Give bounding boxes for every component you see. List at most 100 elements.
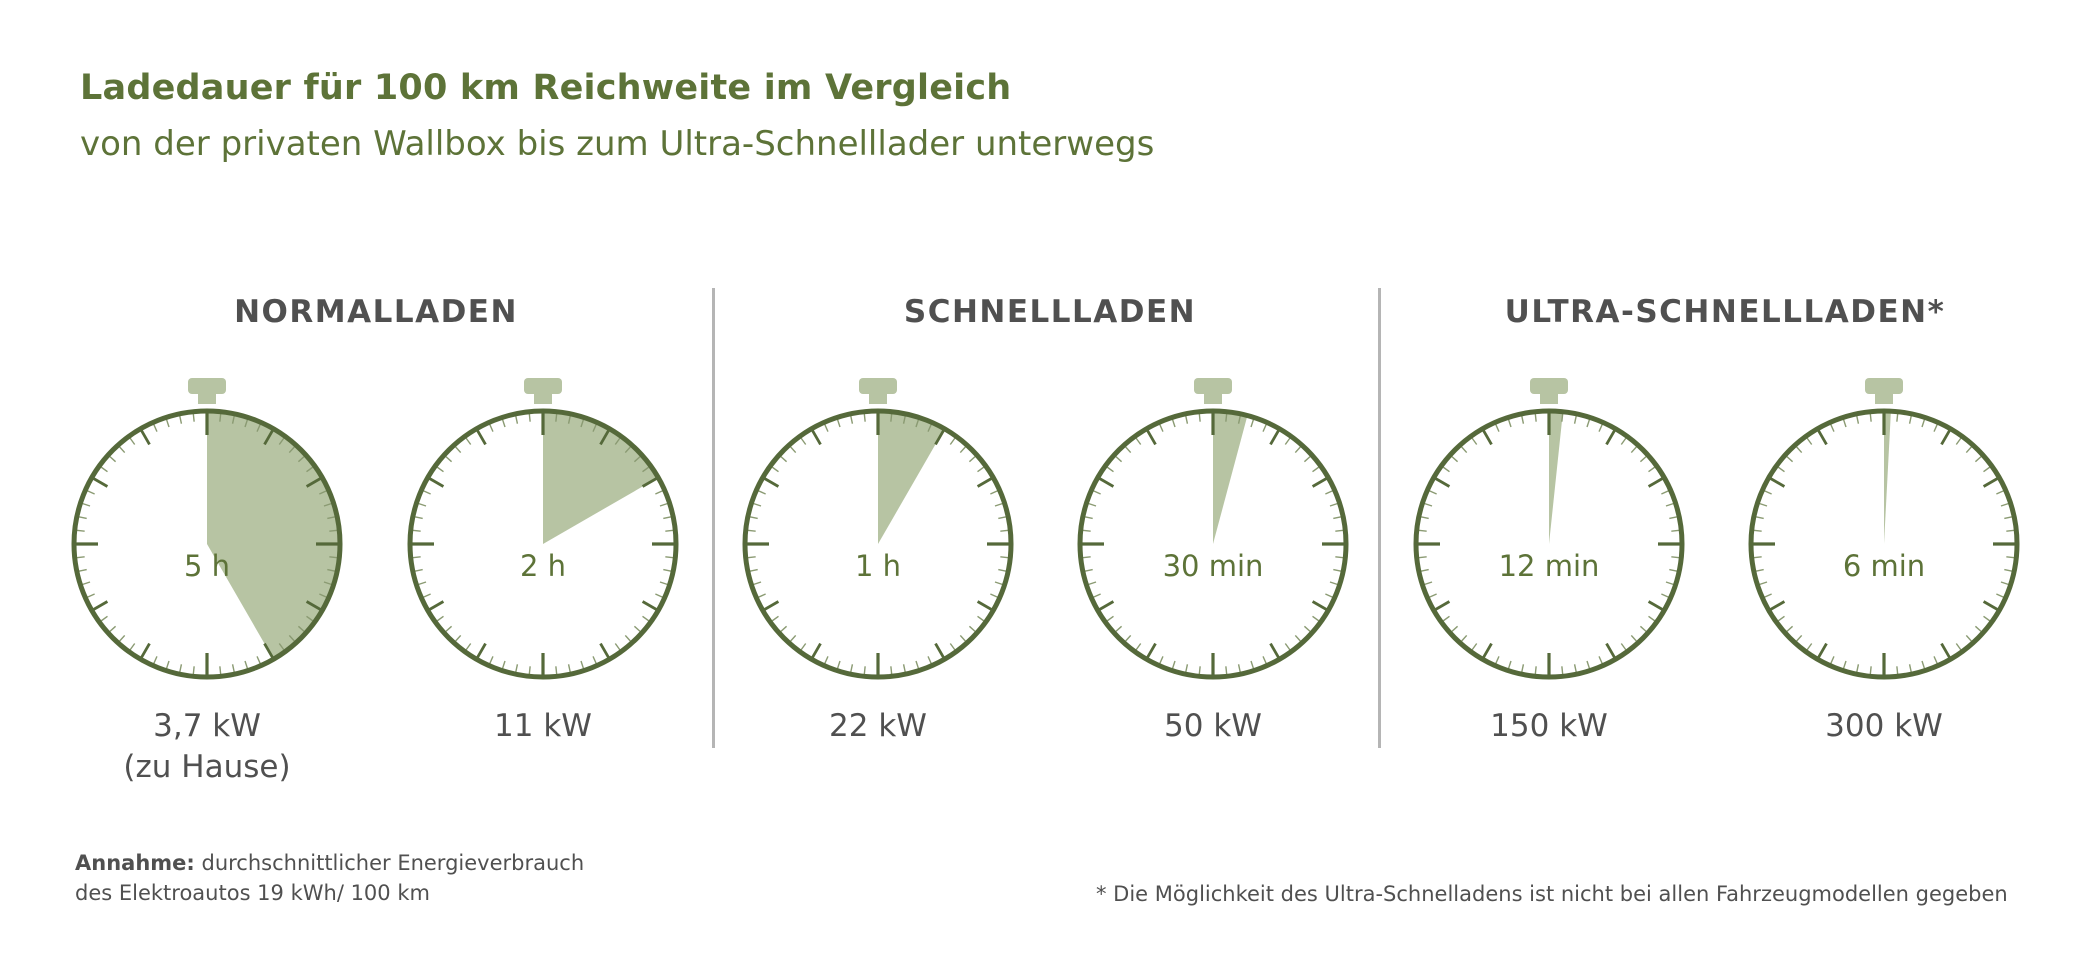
dial-tick xyxy=(436,466,444,473)
power-value: 3,7 kW xyxy=(153,708,261,744)
power-label-3-7kw: 3,7 kW (zu Hause) xyxy=(123,706,290,788)
dial-tick xyxy=(306,615,314,622)
dial-tick xyxy=(1507,419,1512,428)
dial-tick xyxy=(959,446,967,454)
dial-tick xyxy=(418,502,427,507)
dial-tick xyxy=(515,415,519,424)
dial-tick xyxy=(418,581,427,586)
dial-tick xyxy=(129,437,136,445)
dial-tick xyxy=(87,490,95,495)
dial-tick xyxy=(1965,446,1973,454)
dial-tick xyxy=(824,656,829,664)
dial-tick xyxy=(927,656,932,664)
stopwatch-button xyxy=(1530,378,1568,394)
dial-tick xyxy=(1429,490,1437,495)
dial-tick xyxy=(1755,568,1764,572)
dial-tick xyxy=(1471,643,1478,651)
dial-tick xyxy=(256,424,261,432)
dial-tick xyxy=(489,424,494,432)
dial-tick xyxy=(592,424,597,432)
stopwatch-button xyxy=(524,378,562,394)
dial-tick xyxy=(1786,455,1794,463)
dial-tick xyxy=(1098,477,1115,488)
duration-wedge xyxy=(1549,411,1563,544)
dial-tick xyxy=(902,415,906,424)
dial-tick xyxy=(927,424,932,432)
dial-tick xyxy=(659,502,668,507)
dial-tick xyxy=(1146,429,1157,446)
dial-tick xyxy=(665,529,674,532)
dial-tick xyxy=(1329,502,1338,507)
dial-tick xyxy=(231,415,235,424)
dial-tick xyxy=(836,419,841,428)
dial-tick xyxy=(445,625,453,633)
dial-tick xyxy=(1185,664,1189,673)
dial-tick xyxy=(1586,660,1591,669)
dial-tick xyxy=(758,593,766,598)
dial-tick xyxy=(297,625,305,633)
dial-tick xyxy=(1755,516,1764,520)
dial-tick xyxy=(1284,643,1291,651)
dial-tick xyxy=(82,502,91,507)
dial-tick xyxy=(1098,600,1115,611)
duration-wedge xyxy=(878,411,945,544)
dial-tick xyxy=(1420,516,1429,520)
dial-tick xyxy=(1940,642,1951,659)
dial-tick xyxy=(1671,556,1680,559)
dial-tick xyxy=(1669,516,1678,520)
stopwatch-1h: 1 h xyxy=(742,378,1014,680)
dial-tick xyxy=(580,419,585,428)
dial-tick xyxy=(1996,490,2004,495)
dial-tick xyxy=(949,643,956,651)
dial-tick xyxy=(1088,502,1097,507)
dial-tick xyxy=(934,429,945,446)
power-label-300kw: 300 kW xyxy=(1825,708,1943,744)
dial-tick xyxy=(1806,643,1813,651)
chart-title: Ladedauer für 100 km Reichweite im Vergl… xyxy=(80,68,1012,108)
dial-tick xyxy=(1795,634,1803,642)
dial-tick xyxy=(1294,446,1302,454)
dial-tick xyxy=(1661,490,1669,495)
dial-tick xyxy=(1312,615,1320,622)
dial-tick xyxy=(1777,466,1785,473)
dial-tick xyxy=(1896,413,1899,422)
dial-tick xyxy=(327,516,336,520)
dial-tick xyxy=(1661,593,1669,598)
power-label-50kw: 50 kW xyxy=(1164,708,1262,744)
dial-tick xyxy=(1534,413,1537,422)
dial-tick xyxy=(580,660,585,669)
dial-tick xyxy=(1753,556,1762,559)
duration-wedge xyxy=(207,411,341,660)
dial-tick xyxy=(753,581,762,586)
dial-tick xyxy=(1974,455,1982,463)
dial-tick xyxy=(129,643,136,651)
dial-tick xyxy=(1908,664,1912,673)
dial-tick xyxy=(1262,656,1267,664)
dial-tick xyxy=(1647,600,1664,611)
dial-tick xyxy=(118,634,126,642)
dial-tick xyxy=(2000,502,2009,507)
dial-tick xyxy=(1639,455,1647,463)
dial-tick xyxy=(780,625,788,633)
power-label-11kw: 11 kW xyxy=(494,708,592,744)
dial-tick xyxy=(1933,424,1938,432)
dial-tick xyxy=(1759,581,1768,586)
dial-tick xyxy=(555,666,558,675)
dial-tick xyxy=(1630,446,1638,454)
dial-tick xyxy=(153,424,158,432)
dial-tick xyxy=(244,419,249,428)
dial-tick xyxy=(1482,429,1493,446)
dial-tick xyxy=(1648,466,1656,473)
dial-tick xyxy=(753,502,762,507)
dial-tick xyxy=(1764,490,1772,495)
dial-tick xyxy=(428,600,445,611)
dial-tick xyxy=(263,429,274,446)
dial-tick xyxy=(2000,581,2009,586)
dial-tick xyxy=(1817,429,1828,446)
dial-tick xyxy=(1921,660,1926,669)
assumption-lead: Annahme: xyxy=(75,851,195,875)
dial-tick xyxy=(949,437,956,445)
dial-tick xyxy=(624,446,632,454)
time-label: 2 h xyxy=(520,549,566,583)
dial-tick xyxy=(1561,413,1564,422)
